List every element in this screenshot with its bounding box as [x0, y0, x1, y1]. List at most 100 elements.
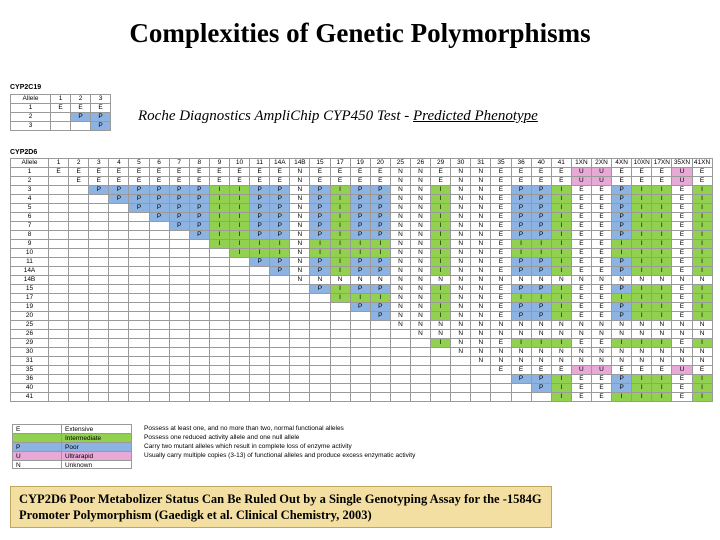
- row-header: 25: [10, 320, 49, 330]
- empty-cell: [108, 293, 130, 303]
- phenotype-cell: N: [409, 293, 432, 303]
- empty-cell: [188, 347, 210, 357]
- table-row: 26 N N N N N N N N N N N N N N N: [10, 329, 713, 339]
- phenotype-cell: E: [430, 176, 452, 186]
- empty-cell: [228, 374, 251, 384]
- empty-cell: [309, 293, 331, 303]
- phenotype-cell: E: [530, 176, 552, 186]
- phenotype-cell: N: [409, 257, 432, 267]
- phenotype-cell: I: [691, 239, 713, 249]
- phenotype-cell: E: [550, 365, 572, 375]
- phenotype-cell: I: [550, 284, 572, 294]
- column-header: 10: [228, 158, 251, 168]
- empty-cell: [349, 356, 371, 366]
- phenotype-cell: I: [651, 392, 673, 402]
- phenotype-cell: P: [168, 221, 190, 231]
- phenotype-cell: I: [430, 212, 452, 222]
- empty-cell: [249, 311, 271, 321]
- empty-cell: [168, 383, 190, 393]
- phenotype-cell: P: [108, 185, 130, 195]
- empty-cell: [228, 338, 251, 348]
- table-row: 36 P P I E E P I I E I: [10, 374, 713, 384]
- phenotype-cell: E: [490, 266, 512, 276]
- phenotype-cell: I: [691, 284, 713, 294]
- phenotype-cell: N: [389, 248, 411, 258]
- phenotype-cell: E: [590, 239, 613, 249]
- phenotype-cell: P: [369, 221, 391, 231]
- empty-cell: [249, 347, 271, 357]
- phenotype-cell: E: [671, 338, 693, 348]
- empty-cell: [329, 320, 351, 330]
- row-header: 8: [10, 230, 49, 240]
- phenotype-cell: I: [228, 248, 251, 258]
- empty-cell: [369, 338, 391, 348]
- phenotype-cell: N: [550, 329, 572, 339]
- empty-cell: [148, 239, 170, 249]
- phenotype-cell: N: [409, 329, 432, 339]
- phenotype-cell: N: [289, 194, 311, 204]
- empty-cell: [188, 275, 210, 285]
- phenotype-cell: I: [651, 221, 673, 231]
- phenotype-cell: N: [409, 266, 432, 276]
- phenotype-cell: E: [570, 338, 592, 348]
- phenotype-cell: P: [249, 203, 271, 213]
- phenotype-cell: E: [671, 230, 693, 240]
- phenotype-cell: E: [490, 365, 512, 375]
- phenotype-cell: P: [530, 302, 552, 312]
- empty-cell: [68, 356, 90, 366]
- phenotype-cell: N: [470, 347, 492, 357]
- phenotype-cell: I: [530, 248, 552, 258]
- empty-cell: [108, 230, 130, 240]
- empty-cell: [309, 338, 331, 348]
- phenotype-cell: I: [651, 239, 673, 249]
- phenotype-cell: P: [369, 212, 391, 222]
- empty-cell: [208, 347, 230, 357]
- phenotype-cell: I: [651, 284, 673, 294]
- phenotype-cell: P: [530, 257, 552, 267]
- empty-cell: [88, 275, 110, 285]
- phenotype-cell: P: [530, 194, 552, 204]
- phenotype-cell: E: [490, 257, 512, 267]
- phenotype-cell: P: [349, 257, 371, 267]
- row-header: 41: [10, 392, 49, 402]
- empty-cell: [168, 302, 190, 312]
- phenotype-cell: I: [550, 293, 572, 303]
- phenotype-cell: E: [590, 185, 613, 195]
- row-header: 2: [10, 176, 49, 186]
- legend-description: Usually carry multiple copies (3-13) of …: [144, 452, 416, 459]
- phenotype-cell: N: [430, 320, 452, 330]
- phenotype-cell: N: [671, 347, 693, 357]
- empty-cell: [249, 329, 271, 339]
- phenotype-cell: P: [309, 203, 331, 213]
- phenotype-cell: E: [249, 167, 271, 177]
- phenotype-cell: N: [450, 311, 472, 321]
- column-header: 9: [208, 158, 230, 168]
- phenotype-cell: E: [570, 221, 592, 231]
- empty-cell: [289, 284, 311, 294]
- phenotype-cell: I: [691, 338, 713, 348]
- phenotype-cell: U: [590, 365, 613, 375]
- empty-cell: [88, 257, 110, 267]
- phenotype-cell: N: [450, 320, 472, 330]
- phenotype-cell: P: [269, 221, 291, 231]
- phenotype-cell: E: [671, 383, 693, 393]
- phenotype-cell: P: [611, 374, 633, 384]
- phenotype-cell: E: [570, 239, 592, 249]
- phenotype-cell: E: [228, 176, 251, 186]
- empty-cell: [249, 356, 271, 366]
- phenotype-cell: P: [369, 230, 391, 240]
- empty-cell: [70, 121, 91, 131]
- phenotype-cell: E: [188, 167, 210, 177]
- phenotype-cell: I: [651, 230, 673, 240]
- empty-cell: [47, 338, 70, 348]
- phenotype-cell: E: [148, 167, 170, 177]
- phenotype-cell: I: [651, 293, 673, 303]
- phenotype-cell: N: [470, 338, 492, 348]
- phenotype-cell: I: [651, 311, 673, 321]
- empty-cell: [68, 248, 90, 258]
- empty-cell: [530, 392, 552, 402]
- empty-cell: [68, 311, 90, 321]
- column-header: 1XN: [570, 158, 592, 168]
- empty-cell: [269, 374, 291, 384]
- row-header: 5: [10, 203, 49, 213]
